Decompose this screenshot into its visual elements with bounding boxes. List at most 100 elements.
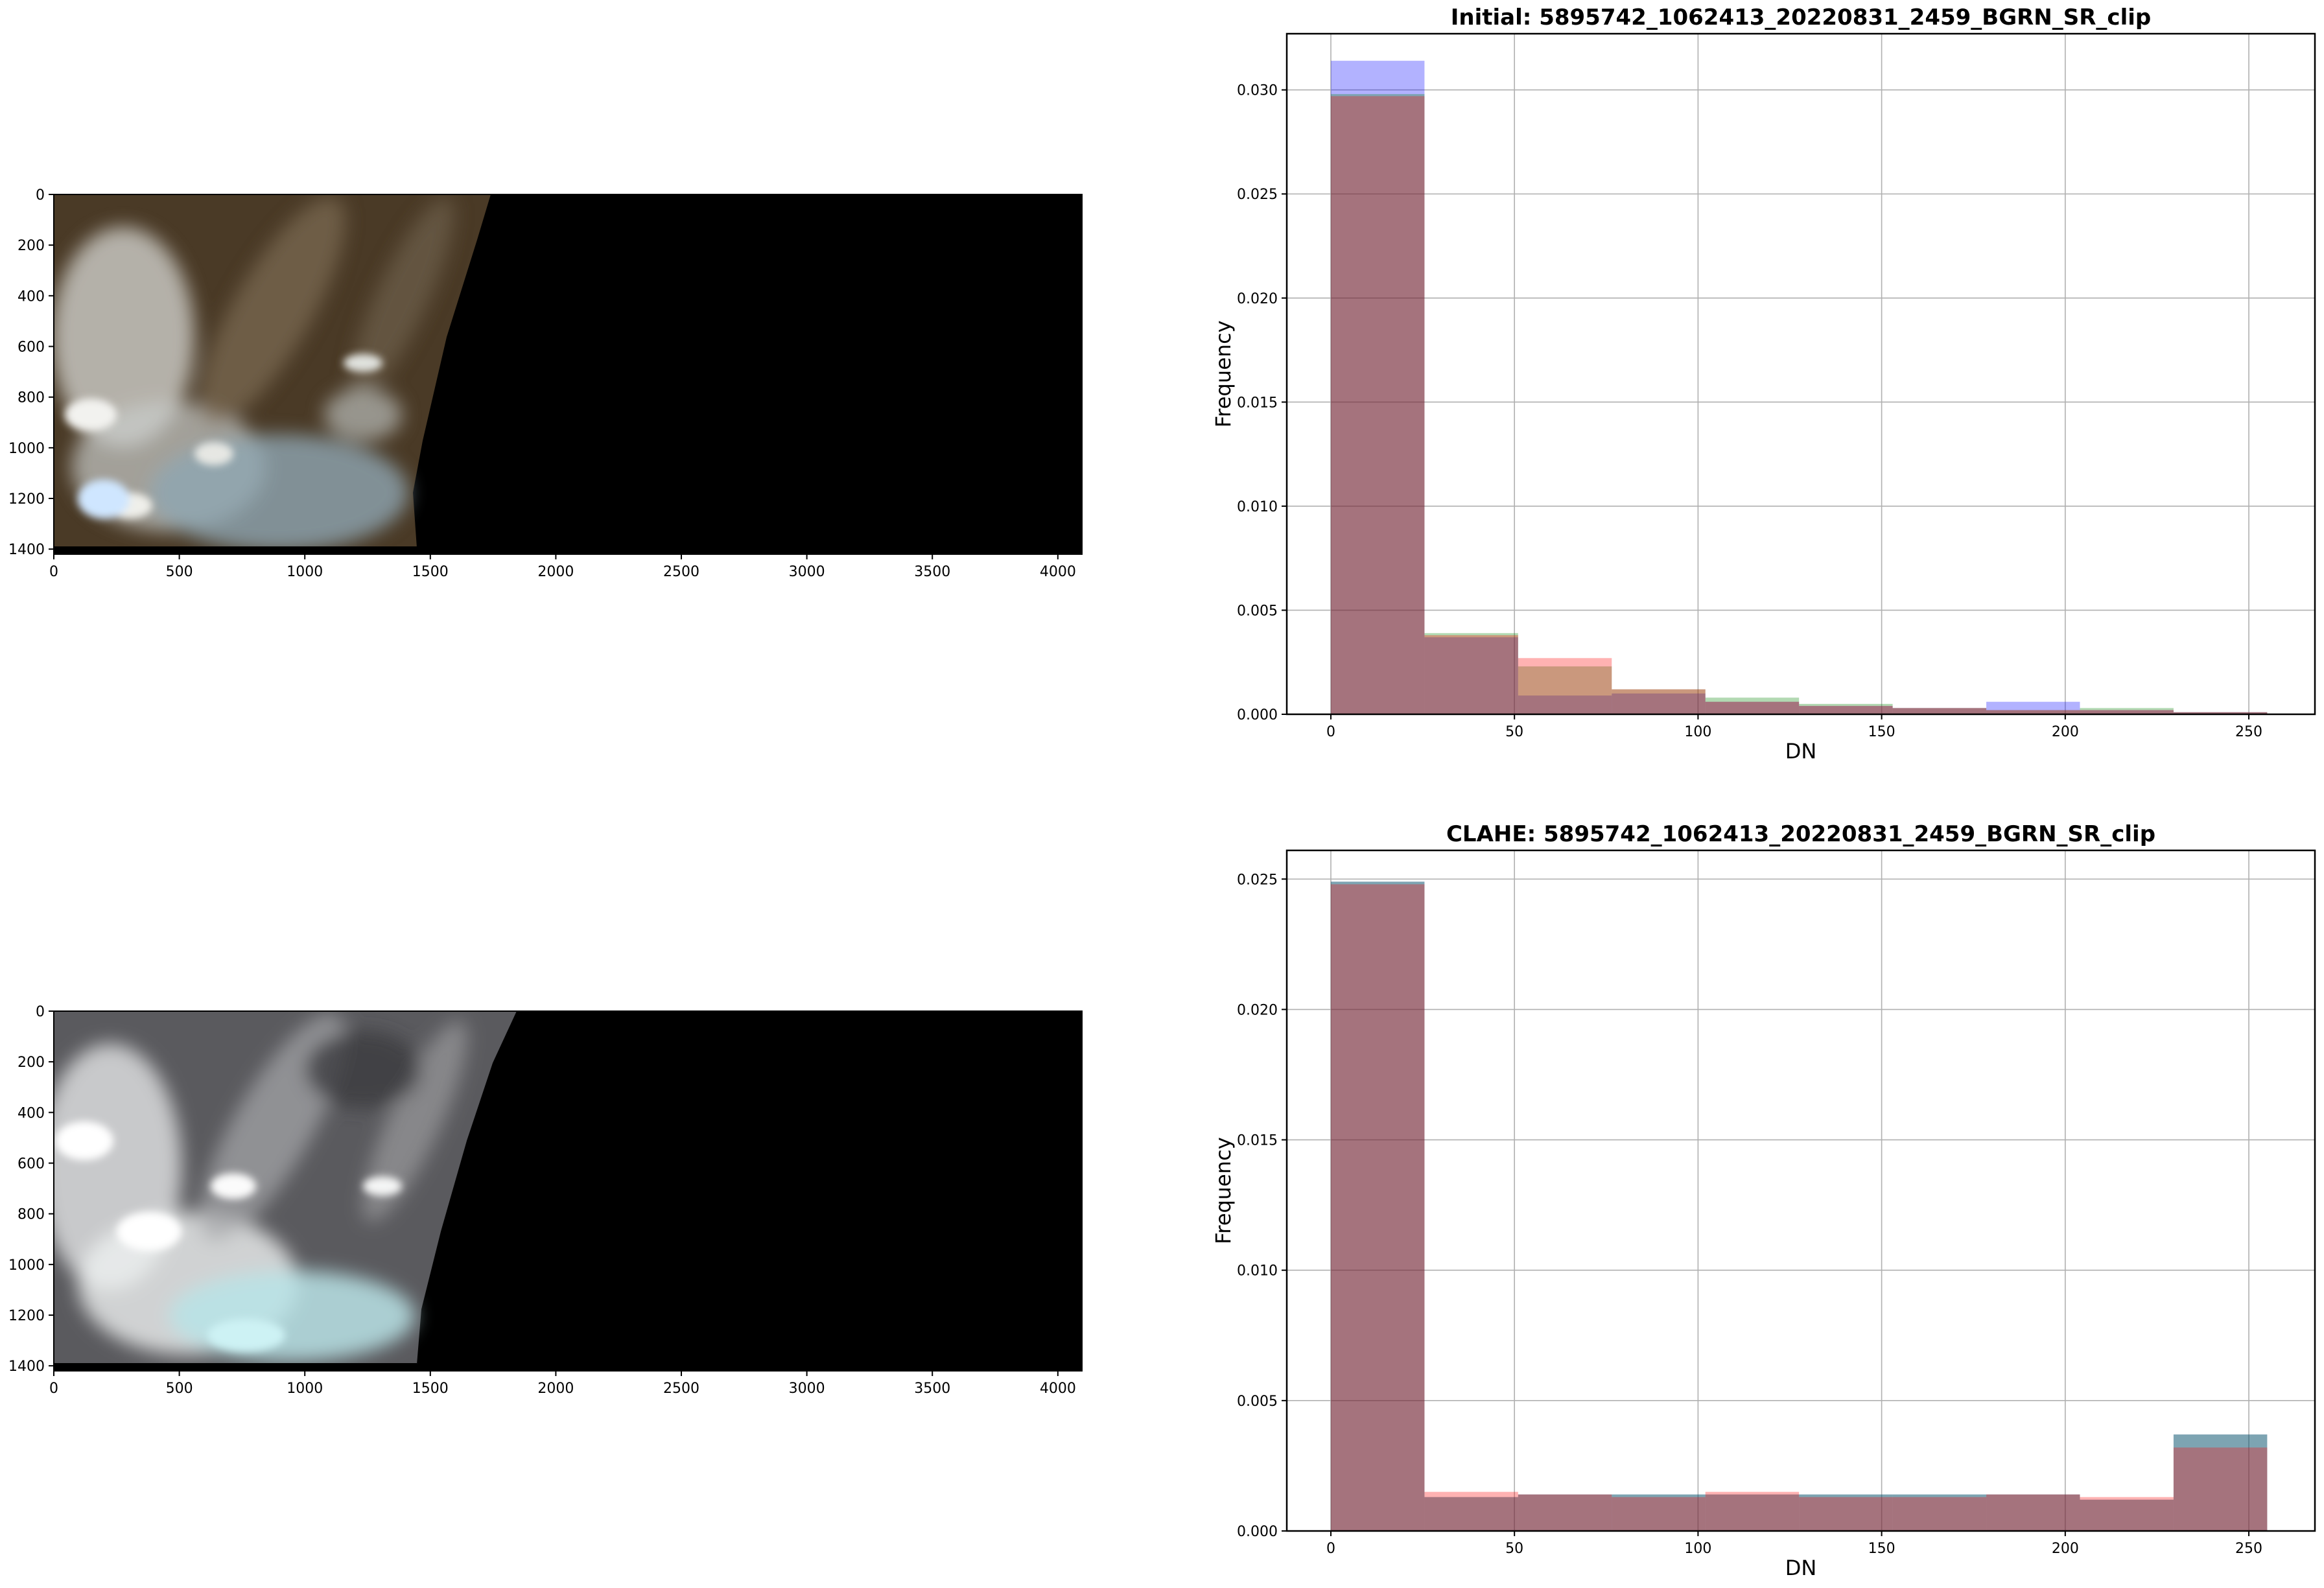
clahe-histogram-panel: CLAHE: 5895742_1062413_20220831_2459_BGR… [1211, 821, 2316, 1580]
grid [1287, 34, 2315, 715]
y-tick-label: 400 [18, 1105, 45, 1121]
histogram-bars [1330, 882, 2268, 1531]
terrain-lake [78, 480, 130, 519]
histogram-bar [1799, 703, 1893, 714]
histogram-bar [1424, 633, 1518, 714]
initial-satellite-image [54, 194, 1082, 554]
histogram-bar [2173, 712, 2268, 714]
histogram-bar [1518, 695, 1612, 714]
y-tick-label: 0.005 [1237, 1394, 1278, 1410]
histogram-bar [1518, 1494, 1612, 1531]
histogram-bar [1612, 689, 1706, 714]
histogram-bar [1518, 666, 1612, 714]
y-tick-label: 1000 [8, 1257, 45, 1274]
x-tick-label: 500 [166, 1381, 193, 1397]
histogram-bar [1799, 706, 1893, 714]
y-tick-label: 0.020 [1237, 291, 1278, 307]
histogram-title: Initial: 5895742_1062413_20220831_2459_B… [1451, 5, 2151, 30]
histogram-bar [1518, 658, 1612, 714]
x-tick-label: 1500 [412, 564, 449, 580]
terrain-snow-patch [117, 1212, 182, 1251]
histogram-bar [1986, 710, 2080, 714]
x-tick-label: 1000 [287, 1381, 323, 1397]
terrain-snow [324, 389, 402, 441]
terrain-ridge [349, 198, 454, 399]
terrain-snow-patch [211, 1173, 256, 1199]
x-tick-label: 3000 [789, 564, 825, 580]
x-tick-label: 3000 [789, 1381, 825, 1397]
y-tick-label: 0.000 [1237, 1524, 1278, 1540]
y-tick-label: 800 [18, 390, 45, 406]
histogram-bar [2080, 710, 2174, 714]
axis-ticks: 0 50 100 150 200 250 0.000 0.005 0.010 0.015 0.020… [1237, 83, 2262, 740]
histogram-bar [2080, 1499, 2174, 1531]
histogram-bar [1424, 1497, 1518, 1531]
x-tick-label: 50 [1505, 724, 1523, 740]
y-tick-label: 0.020 [1237, 1002, 1278, 1018]
y-axis-label: Frequency [1211, 320, 1236, 427]
histogram-bar [1612, 1497, 1706, 1531]
y-tick-label: 0.025 [1237, 187, 1278, 203]
histogram-bar [1799, 1494, 1893, 1531]
image-axis-ticks: 0 500 1000 1500 2000 2500 3000 3500 4000 0 200 400 6… [8, 1004, 1076, 1397]
histogram-bar [2173, 1434, 2268, 1531]
histogram-bar [1705, 1491, 1800, 1531]
terrain-ridge [362, 1021, 467, 1222]
x-tick-label: 150 [1868, 724, 1896, 740]
x-tick-label: 50 [1505, 1541, 1523, 1557]
x-tick-label: 1500 [412, 1381, 449, 1397]
histogram-bar [1705, 697, 1800, 714]
histogram-bar [1330, 884, 1425, 1531]
histogram-bar [1986, 1494, 2080, 1531]
terrain-ice [169, 1270, 415, 1361]
x-tick-label: 2500 [663, 564, 699, 580]
histogram-bar [1330, 94, 1425, 714]
terrain-snow-patch [194, 442, 233, 465]
histogram-bar [1424, 1491, 1518, 1531]
terrain-snow-patch [363, 1176, 402, 1196]
histogram-bar [1986, 710, 2080, 714]
y-tick-label: 200 [18, 1055, 45, 1071]
y-tick-label: 0.000 [1237, 707, 1278, 723]
axis-ticks: 0 50 100 150 200 250 0.000 0.005 0.010 0.015 0.020… [1237, 872, 2262, 1557]
histogram-bars [1330, 60, 2268, 715]
y-tick-label: 1400 [8, 542, 45, 558]
histogram-bar [2173, 712, 2268, 714]
histogram-bar [1892, 708, 1987, 714]
axes-frame [1285, 849, 2316, 1532]
histogram-bar [1424, 635, 1518, 714]
x-tick-label: 150 [1868, 1541, 1896, 1557]
y-tick-label: 600 [18, 340, 45, 356]
y-tick-label: 0.005 [1237, 603, 1278, 619]
x-tick-label: 0 [49, 564, 58, 580]
y-tick-label: 600 [18, 1156, 45, 1173]
histogram-bar [1986, 1494, 2080, 1531]
histogram-bar [1892, 1494, 1987, 1531]
y-tick-label: 0.015 [1237, 395, 1278, 411]
histogram-bar [1705, 701, 1800, 714]
terrain-snow-patch [344, 354, 382, 372]
histogram-bar [1705, 1494, 1800, 1531]
histogram-bar [1892, 1494, 1987, 1531]
x-tick-label: 1000 [287, 564, 323, 580]
initial-histogram-panel: Initial: 5895742_1062413_20220831_2459_B… [1211, 5, 2316, 764]
histogram-bar [1330, 882, 1425, 1531]
histogram-bar [1612, 1494, 1706, 1531]
histogram-bar [1892, 708, 1987, 714]
y-tick-label: 0.030 [1237, 83, 1278, 99]
histogram-bar [2173, 1447, 2268, 1531]
histogram-bar [1518, 1494, 1612, 1531]
histogram-bar [2080, 1499, 2174, 1531]
y-tick-label: 1400 [8, 1359, 45, 1375]
y-tick-label: 200 [18, 238, 45, 254]
terrain-ridge [199, 197, 346, 425]
histogram-bar [1799, 1494, 1893, 1531]
image-bottom-border [54, 1363, 417, 1371]
x-tick-label: 0 [1326, 1541, 1335, 1557]
clahe-satellite-image [54, 1011, 1082, 1371]
histogram-bar [1892, 708, 1987, 714]
histogram-bar [1986, 701, 2080, 714]
y-tick-label: 0.015 [1237, 1133, 1278, 1149]
y-tick-label: 0 [36, 1004, 45, 1020]
x-tick-label: 3500 [914, 564, 950, 580]
